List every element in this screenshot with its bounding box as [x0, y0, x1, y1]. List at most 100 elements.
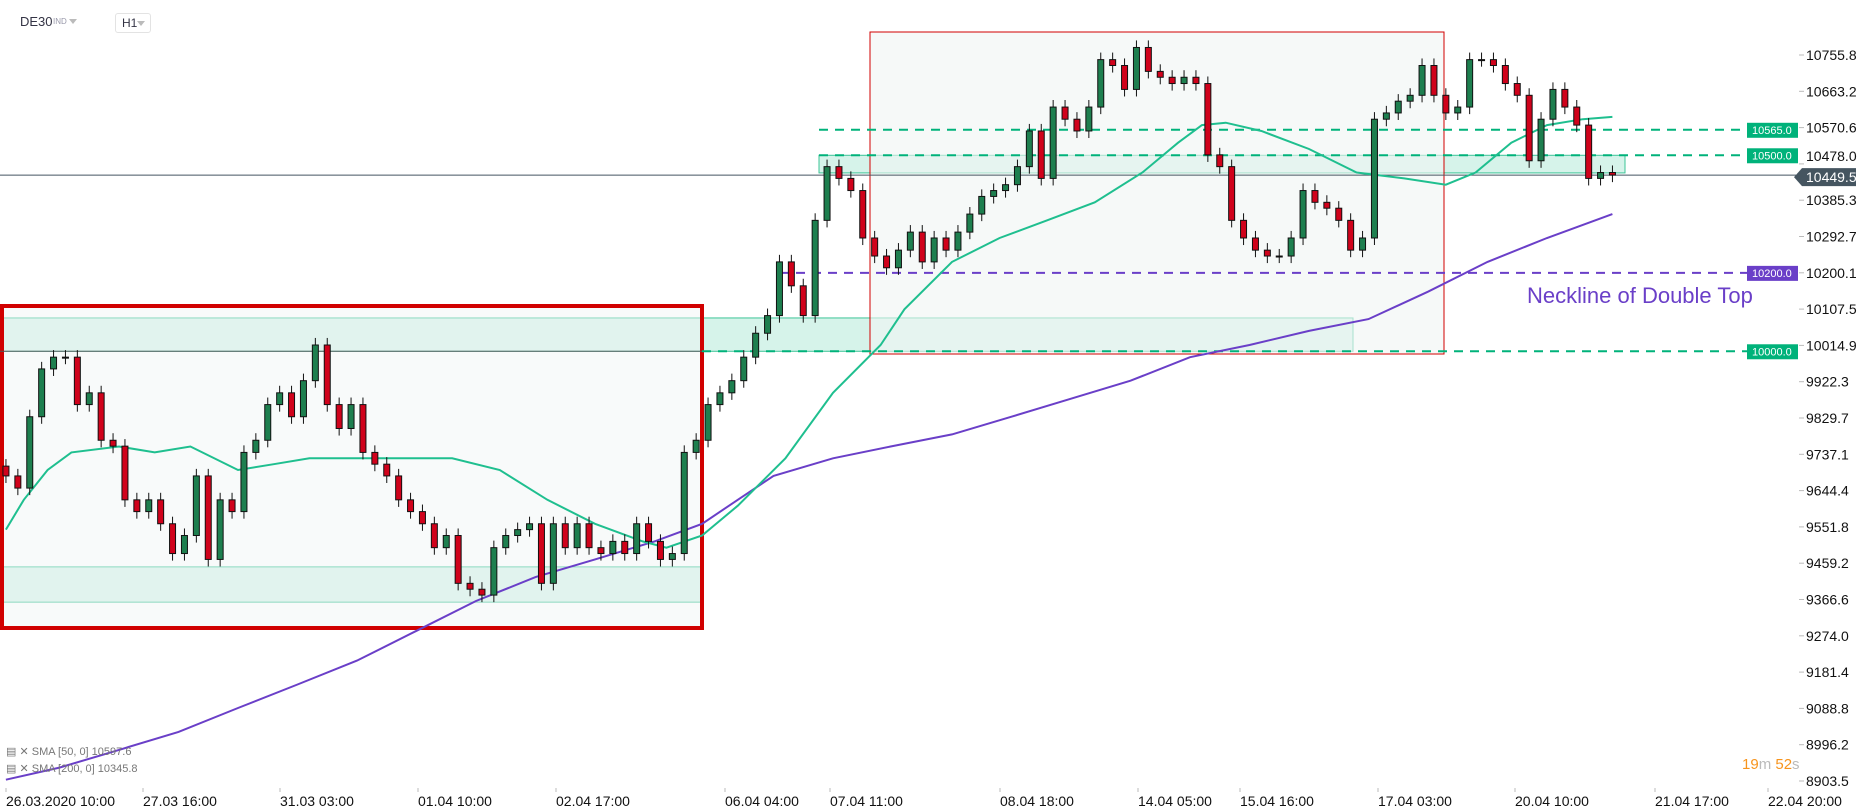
- candle-up: [347, 404, 355, 429]
- x-tick-label: 15.04 16:00: [1240, 793, 1314, 809]
- candle-up: [823, 166, 831, 221]
- candle-down: [288, 392, 296, 418]
- legend-sma200[interactable]: ▤ ✕ SMA [200, 0] 10345.8: [6, 763, 138, 776]
- neckline-annotation: Neckline of Double Top: [1527, 283, 1753, 308]
- candle-down: [1608, 172, 1616, 176]
- y-tick-label: 10292.7: [1806, 229, 1857, 245]
- candle-down: [859, 190, 867, 239]
- double-top-box: [869, 31, 1445, 355]
- candle-down: [395, 475, 403, 501]
- candle-up: [704, 404, 712, 441]
- candle-down: [799, 285, 807, 317]
- level-badge: [1747, 344, 1798, 360]
- countdown-s: s: [1792, 756, 1800, 773]
- candle-down: [1228, 166, 1236, 221]
- candle-up: [50, 356, 58, 370]
- candle-up: [490, 547, 498, 596]
- candle-up: [775, 261, 783, 317]
- candle-up: [716, 392, 724, 406]
- candle-down: [597, 547, 605, 555]
- candle-down: [323, 344, 331, 406]
- x-tick-label: 01.04 10:00: [418, 793, 492, 809]
- candle-up: [180, 535, 188, 555]
- candle-up: [216, 499, 224, 560]
- legend-sma200-label: SMA [200, 0] 10345.8: [31, 763, 138, 775]
- candle-up: [1013, 166, 1021, 186]
- candle-up: [668, 553, 676, 560]
- candle-up: [1537, 118, 1545, 162]
- candle-up: [1454, 106, 1462, 114]
- y-tick-label: 9737.1: [1806, 446, 1849, 462]
- legend-sma50[interactable]: ▤ ✕ SMA [50, 0] 10597.6: [6, 746, 131, 759]
- candle-up: [1097, 59, 1105, 108]
- y-tick-label: 9459.2: [1806, 555, 1849, 571]
- indicator-settings-icon[interactable]: ▤: [6, 746, 17, 758]
- candle-up: [1370, 118, 1378, 239]
- timeframe-select[interactable]: H1: [115, 13, 151, 33]
- candle-up: [38, 368, 46, 418]
- x-tick-label: 20.04 10:00: [1515, 793, 1589, 809]
- candle-up: [930, 237, 938, 263]
- candle-down: [1204, 83, 1212, 156]
- candle-up: [264, 404, 272, 441]
- candle-down: [1561, 88, 1569, 108]
- y-tick-label: 10755.8: [1806, 47, 1857, 63]
- candle-up: [811, 219, 819, 317]
- candle-down: [1489, 59, 1497, 67]
- x-tick-label: 31.03 03:00: [280, 793, 354, 809]
- y-tick-label: 9829.7: [1806, 410, 1849, 426]
- candle-down: [407, 499, 415, 513]
- candle-down: [2, 465, 10, 477]
- candle-down: [787, 261, 795, 287]
- y-tick-label: 9644.4: [1806, 483, 1849, 499]
- candle-up: [502, 535, 510, 549]
- candle-down: [1037, 130, 1045, 179]
- symbol-type-selector[interactable]: IND: [53, 17, 78, 26]
- candle-down: [645, 523, 653, 542]
- candle-up: [1549, 88, 1557, 120]
- y-tick-label: 8996.2: [1806, 737, 1849, 753]
- remove-icon[interactable]: ✕: [19, 763, 29, 775]
- candle-up: [990, 190, 998, 197]
- level-badge-label: 10200.0: [1752, 268, 1792, 280]
- candle-down: [1585, 124, 1593, 179]
- candle-down: [1216, 154, 1224, 168]
- candle-down: [204, 475, 212, 560]
- candle-up: [514, 529, 522, 537]
- indicator-settings-icon[interactable]: ▤: [6, 763, 17, 775]
- candle-up: [1406, 94, 1414, 102]
- candle-down: [1156, 70, 1164, 78]
- level-badge-label: 10565.0: [1752, 125, 1792, 137]
- candle-up: [1275, 255, 1283, 258]
- sma200-line: [5, 213, 1613, 781]
- candle-down: [1263, 249, 1271, 257]
- y-tick-label: 10663.2: [1806, 83, 1857, 99]
- candle-down: [537, 523, 545, 584]
- consolidation-box: [0, 304, 704, 630]
- candle-up: [978, 195, 986, 215]
- remove-icon[interactable]: ✕: [19, 746, 29, 758]
- current-price-badge: [1794, 168, 1856, 187]
- symbol-label[interactable]: DE30: [20, 14, 53, 29]
- countdown-minutes: 19: [1742, 756, 1759, 773]
- candle-up: [728, 380, 736, 394]
- candle-down: [418, 511, 426, 525]
- candle-up: [1085, 106, 1093, 132]
- candle-down: [1347, 219, 1355, 251]
- x-tick-label: 27.03 16:00: [143, 793, 217, 809]
- countdown-seconds: 52: [1775, 756, 1793, 773]
- candle-up: [1418, 65, 1426, 96]
- candle-down: [97, 392, 105, 441]
- candle-up: [609, 540, 617, 555]
- candle-down: [1501, 65, 1509, 85]
- candle-down: [1121, 65, 1129, 90]
- candle-up: [894, 249, 902, 269]
- level-badge: [1747, 148, 1798, 164]
- y-tick-label: 10570.6: [1806, 120, 1857, 136]
- candle-down: [73, 356, 81, 406]
- y-tick-label: 9551.8: [1806, 519, 1849, 535]
- level-badge: [1747, 265, 1798, 281]
- candle-down: [1430, 65, 1438, 96]
- candle-up: [633, 523, 641, 555]
